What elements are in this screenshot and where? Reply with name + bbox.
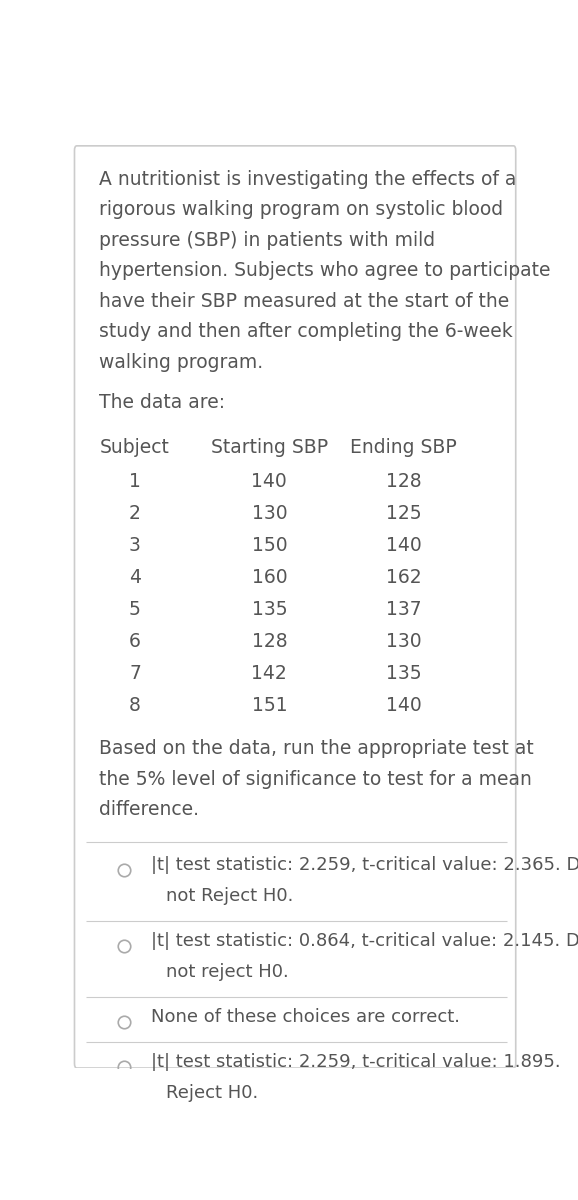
Text: 2: 2	[129, 504, 141, 523]
Text: 1: 1	[129, 472, 141, 491]
Text: 8: 8	[129, 696, 141, 715]
Text: the 5% level of significance to test for a mean: the 5% level of significance to test for…	[99, 769, 532, 788]
Text: pressure (SBP) in patients with mild: pressure (SBP) in patients with mild	[99, 230, 435, 250]
Text: 130: 130	[251, 504, 287, 523]
Text: The data are:: The data are:	[99, 392, 225, 412]
Text: 5: 5	[129, 600, 141, 619]
Text: |t| test statistic: 2.259, t-critical value: 2.365. Do: |t| test statistic: 2.259, t-critical va…	[151, 857, 578, 875]
Text: 125: 125	[386, 504, 421, 523]
Text: 160: 160	[251, 568, 287, 587]
Text: 128: 128	[251, 632, 287, 650]
Text: 130: 130	[386, 632, 421, 650]
Text: have their SBP measured at the start of the: have their SBP measured at the start of …	[99, 292, 509, 311]
Text: Starting SBP: Starting SBP	[211, 438, 328, 457]
Text: Reject H0.: Reject H0.	[166, 1084, 258, 1102]
Text: |t| test statistic: 0.864, t-critical value: 2.145. Do: |t| test statistic: 0.864, t-critical va…	[151, 932, 578, 950]
Text: 128: 128	[386, 472, 421, 491]
Text: walking program.: walking program.	[99, 353, 263, 372]
Text: 142: 142	[251, 664, 287, 683]
Text: A nutritionist is investigating the effects of a: A nutritionist is investigating the effe…	[99, 170, 517, 188]
Text: 135: 135	[386, 664, 421, 683]
Text: 137: 137	[386, 600, 421, 619]
Text: 140: 140	[386, 696, 421, 715]
Text: not reject H0.: not reject H0.	[166, 962, 289, 980]
FancyBboxPatch shape	[75, 146, 516, 1068]
Text: difference.: difference.	[99, 800, 199, 820]
Text: Ending SBP: Ending SBP	[350, 438, 457, 457]
Text: Based on the data, run the appropriate test at: Based on the data, run the appropriate t…	[99, 739, 534, 758]
Text: Subject: Subject	[100, 438, 170, 457]
Text: study and then after completing the 6-week: study and then after completing the 6-we…	[99, 323, 513, 341]
Text: 135: 135	[251, 600, 287, 619]
Text: |t| test statistic: 2.259, t-critical value: 1.895.: |t| test statistic: 2.259, t-critical va…	[151, 1054, 560, 1072]
Text: 140: 140	[251, 472, 287, 491]
Text: 7: 7	[129, 664, 141, 683]
Text: 162: 162	[386, 568, 421, 587]
Text: None of these choices are correct.: None of these choices are correct.	[151, 1008, 460, 1026]
Text: not Reject H0.: not Reject H0.	[166, 887, 294, 905]
Text: 6: 6	[129, 632, 141, 650]
Text: 4: 4	[129, 568, 141, 587]
Text: 150: 150	[251, 536, 287, 554]
Text: 151: 151	[251, 696, 287, 715]
Text: rigorous walking program on systolic blood: rigorous walking program on systolic blo…	[99, 200, 503, 220]
Text: 3: 3	[129, 536, 141, 554]
Text: 140: 140	[386, 536, 421, 554]
Text: hypertension. Subjects who agree to participate: hypertension. Subjects who agree to part…	[99, 262, 551, 281]
